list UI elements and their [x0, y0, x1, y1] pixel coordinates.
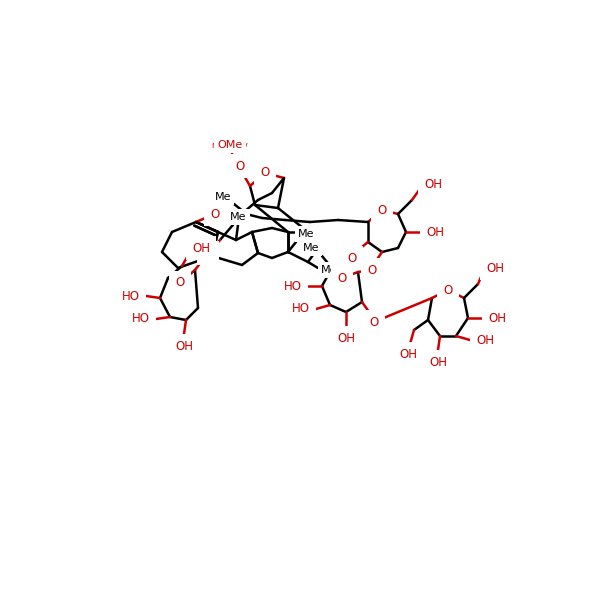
Text: O: O [370, 316, 379, 329]
Text: OH: OH [192, 241, 210, 254]
Text: OH: OH [429, 356, 447, 369]
Text: OH: OH [476, 334, 494, 346]
Text: OH: OH [175, 340, 193, 353]
Text: OMe: OMe [217, 140, 242, 150]
Text: O: O [347, 251, 356, 265]
Text: OH: OH [399, 348, 417, 361]
Text: O: O [443, 283, 452, 296]
Text: HO: HO [132, 313, 150, 325]
Text: OH: OH [424, 178, 442, 191]
Text: O: O [211, 208, 220, 220]
Text: Me: Me [215, 192, 231, 202]
Text: O: O [337, 271, 347, 284]
Text: O: O [175, 277, 185, 289]
Text: HO: HO [292, 302, 310, 316]
Text: methoxy: methoxy [212, 141, 248, 150]
Text: Me: Me [298, 229, 314, 239]
Text: Me: Me [230, 212, 246, 222]
Text: HO: HO [122, 289, 140, 302]
Text: O: O [235, 160, 245, 173]
Text: O: O [377, 203, 386, 217]
Text: OH: OH [426, 226, 444, 238]
Text: Me: Me [321, 265, 337, 275]
Text: O: O [367, 263, 377, 277]
Text: OH: OH [486, 262, 504, 275]
Text: OH: OH [488, 311, 506, 325]
Text: HO: HO [284, 280, 302, 292]
Text: O: O [203, 247, 212, 259]
Text: OH: OH [337, 332, 355, 345]
Text: O: O [260, 166, 269, 179]
Text: Me: Me [302, 243, 319, 253]
